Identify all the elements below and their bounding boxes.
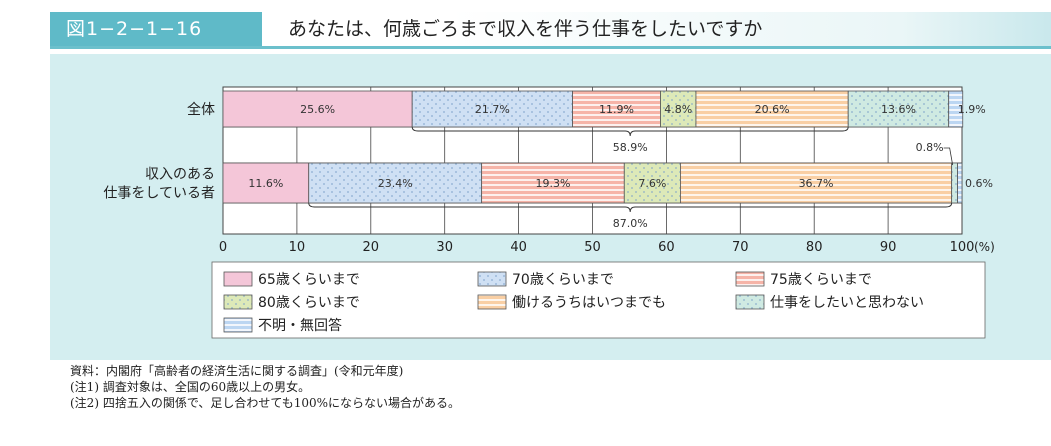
note-2: (注2) 四捨五入の関係で、足し合わせても100%にならない場合がある。 (70, 396, 461, 410)
leader-line (943, 147, 954, 166)
note-1: (注1) 調査対象は、全国の60歳以上の男女。 (70, 380, 311, 394)
data-label: 1.9% (958, 103, 986, 116)
bar-segment (660, 90, 697, 128)
data-label: 11.9% (599, 103, 634, 116)
bracket (308, 202, 953, 213)
legend-label: 75歳くらいまで (770, 272, 872, 288)
data-label: 36.7% (799, 177, 834, 190)
notes-area: 資料：内閣府「高齢者の経済生活に関する調査」(令和元年度) (注1) 調査対象は… (50, 360, 1051, 440)
x-tick-label: 60 (658, 240, 675, 255)
bar-segment (695, 90, 849, 128)
x-tick-label: 20 (363, 240, 380, 255)
stacked-bar-chart: 25.6% 21.7% 11.9% 4.8% 20.6% 13.6% 1.9% 58.9% 11… (103, 86, 995, 339)
bracket (411, 126, 849, 137)
x-tick-label: 50 (584, 240, 601, 255)
data-label: 23.4% (378, 177, 413, 190)
legend-swatch (223, 271, 253, 287)
data-label: 4.8% (664, 103, 692, 116)
x-tick-label: 90 (880, 240, 897, 255)
bar-segment (680, 162, 953, 204)
figure-title: あなたは、何歳ごろまで収入を伴う仕事をしたいですか (288, 18, 763, 40)
data-label: 0.6% (965, 177, 993, 190)
legend-label: 80歳くらいまで (258, 295, 360, 311)
x-tick-label: 0 (219, 240, 227, 255)
bar-segment (222, 90, 413, 128)
bar-segment (481, 162, 625, 204)
bracket-total-label: 58.9% (613, 141, 648, 154)
category-label: 収入のある (145, 167, 215, 183)
legend-label: 65歳くらいまで (258, 272, 360, 288)
legend-label: 仕事をしたいと思わない (770, 295, 924, 311)
bar-segment (957, 162, 963, 204)
data-label: 13.6% (881, 103, 916, 116)
data-label: 19.3% (535, 177, 570, 190)
legend-swatch (223, 294, 253, 310)
legend-swatch (223, 317, 253, 333)
bracket-total-label: 87.0% (613, 217, 648, 230)
x-axis-unit: (%) (974, 240, 995, 254)
source-note: 資料：内閣府「高齢者の経済生活に関する調査」(令和元年度) (70, 364, 404, 378)
legend-swatch (477, 294, 507, 310)
data-label: 25.6% (300, 103, 335, 116)
x-tick-label: 80 (806, 240, 823, 255)
bar-segment (222, 162, 310, 204)
data-label: 11.6% (248, 177, 283, 190)
legend-swatch (735, 271, 765, 287)
legend: 65歳くらいまで 70歳くらいまで 75歳くらいまで 80歳くらいまで 働けるうちはいつ… (211, 261, 986, 339)
x-tick-label: 30 (436, 240, 453, 255)
x-tick-label: 10 (289, 240, 306, 255)
legend-swatch (735, 294, 765, 310)
data-label: 20.6% (755, 103, 790, 116)
category-label: 全体 (187, 101, 215, 118)
category-label: 仕事をしている者 (103, 186, 215, 202)
legend-box (211, 261, 986, 339)
data-label: 7.6% (638, 177, 666, 190)
legend-label: 働けるうちはいつまでも (512, 295, 666, 311)
bar-segment (308, 162, 483, 204)
bar-segment (951, 162, 958, 204)
x-tick-label: 40 (510, 240, 527, 255)
legend-label: 70歳くらいまで (512, 272, 614, 288)
bar-segments (222, 90, 964, 204)
data-label: 21.7% (475, 103, 510, 116)
legend-label: 不明・無回答 (258, 317, 342, 334)
x-tick-label: 70 (732, 240, 749, 255)
data-label: 0.8% (916, 141, 944, 154)
data-labels: 25.6% 21.7% 11.9% 4.8% 20.6% 13.6% 1.9% 58.9% 11… (248, 103, 993, 230)
bar-segment (847, 90, 950, 128)
legend-swatch (477, 271, 507, 287)
figure-label: 図1−2−1−16 (50, 12, 262, 46)
x-axis: 0 10 20 30 40 50 60 70 80 90 100 (%) (219, 240, 995, 255)
bar-segment (948, 90, 964, 128)
x-tick-label: 100 (950, 240, 975, 255)
